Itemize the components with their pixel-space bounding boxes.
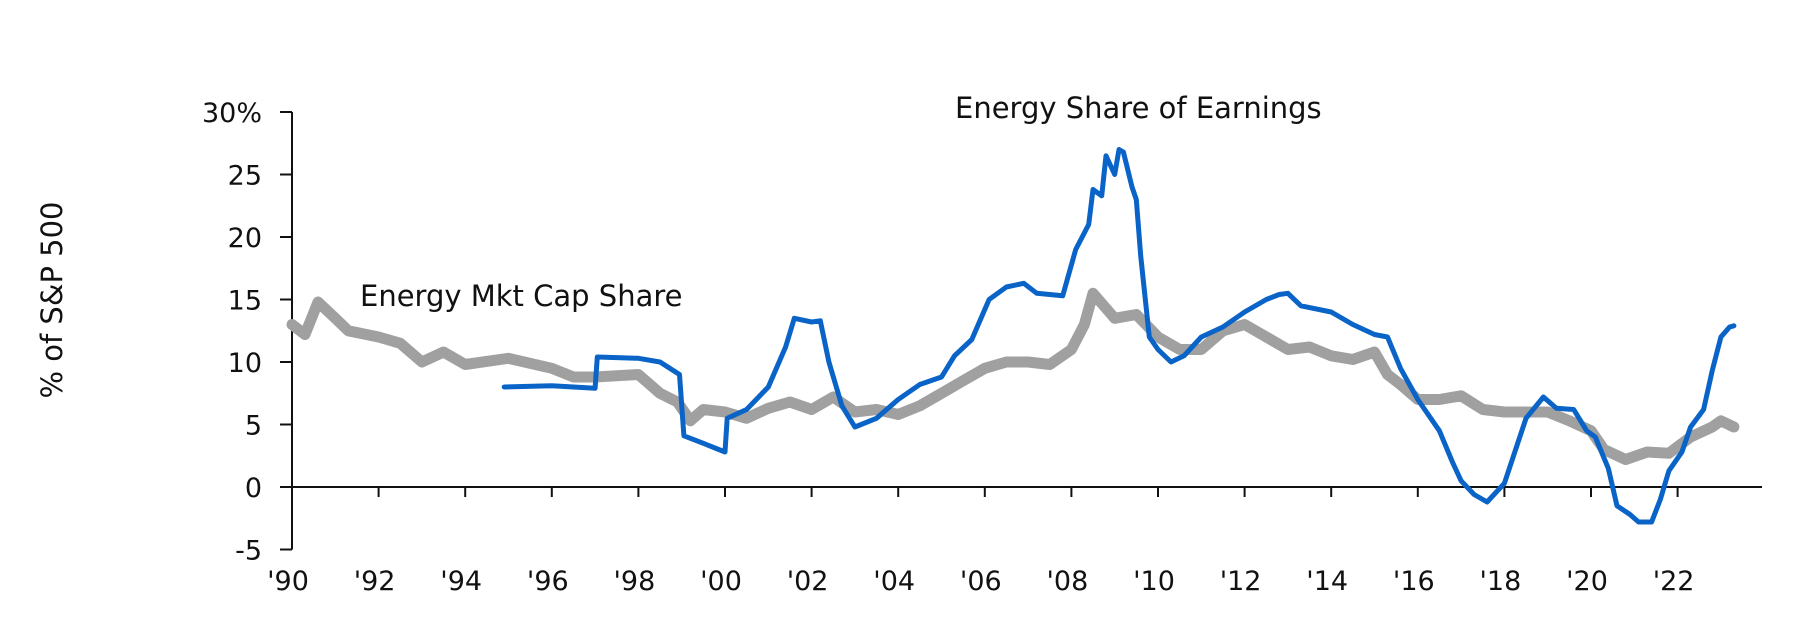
y-tick-label: 0 (245, 473, 262, 504)
y-axis-label: % of S&P 500 (35, 201, 69, 398)
x-tick-label: '94 (440, 566, 482, 597)
x-tick-label: '92 (354, 566, 396, 597)
y-tick-label: 15 (228, 286, 262, 317)
x-tick-label: '16 (1393, 566, 1435, 597)
x-tick-label: '98 (614, 566, 656, 597)
x-tick-label: '04 (873, 566, 915, 597)
annotation-mkt-cap: Energy Mkt Cap Share (360, 279, 682, 313)
x-tick-label: '90 (267, 566, 309, 597)
x-tick-label: '20 (1566, 566, 1608, 597)
annotation-earnings: Energy Share of Earnings (955, 91, 1322, 125)
x-tick-label: '06 (960, 566, 1002, 597)
y-tick-label: 10 (228, 348, 262, 379)
y-tick-label: 30% (202, 98, 262, 129)
series-line-1 (501, 147, 1737, 525)
y-tick-label: -5 (235, 536, 262, 567)
x-tick-label: '02 (787, 566, 829, 597)
y-tick-label: 25 (228, 161, 262, 192)
y-tick-label: 5 (245, 411, 262, 442)
series-line-0 (286, 287, 1740, 465)
x-tick-label: '96 (527, 566, 569, 597)
x-tick-label: '10 (1133, 566, 1175, 597)
y-tick-label: 20 (228, 223, 262, 254)
x-tick-label: '12 (1220, 566, 1262, 597)
x-tick-label: '14 (1306, 566, 1348, 597)
x-tick-label: '18 (1480, 566, 1522, 597)
x-tick-label: '00 (700, 566, 742, 597)
x-tick-label: '08 (1047, 566, 1089, 597)
x-tick-label: '22 (1653, 566, 1695, 597)
